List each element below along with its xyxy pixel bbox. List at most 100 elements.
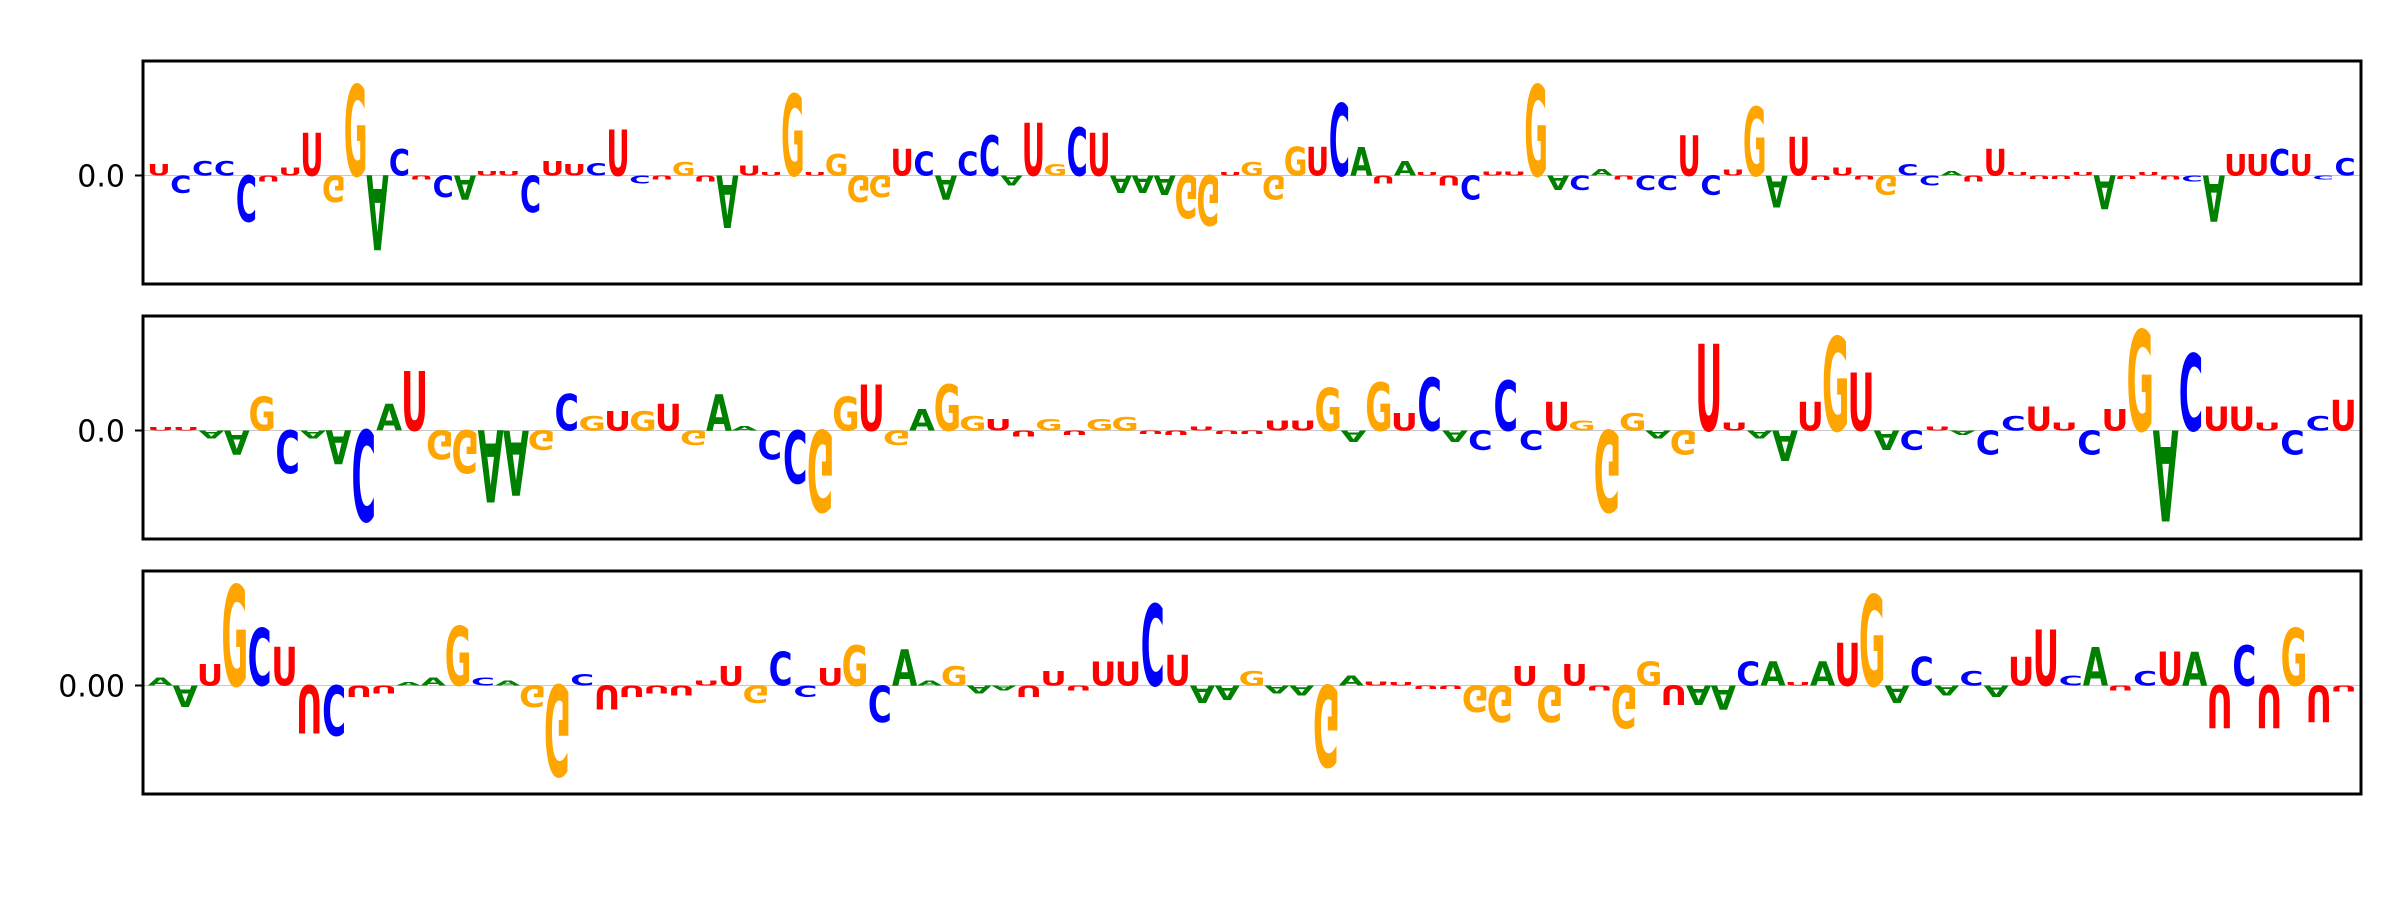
logo-position: G bbox=[1111, 414, 1138, 435]
logo-position: U bbox=[668, 682, 694, 697]
panel-frame bbox=[141, 314, 2363, 541]
logo-letter-C: C bbox=[957, 146, 978, 184]
logo-position: A bbox=[1289, 682, 1315, 697]
logo-position: U bbox=[1809, 174, 1832, 182]
logo-position: U bbox=[650, 174, 673, 180]
logo-letter-C: C bbox=[389, 141, 410, 184]
logo-letter-C: C bbox=[793, 681, 817, 699]
logo-letter-C: C bbox=[1736, 655, 1760, 693]
logo-position: U bbox=[759, 172, 782, 177]
logo-position: G bbox=[426, 421, 453, 467]
logo-position: C bbox=[2280, 423, 2304, 462]
logo-position: U bbox=[1561, 659, 1587, 693]
logo-letter-U: U bbox=[1415, 172, 1438, 177]
logo-letter-U: U bbox=[619, 681, 645, 699]
logo-letter-U: U bbox=[2290, 148, 2313, 182]
logo-letter-C: C bbox=[2001, 413, 2025, 435]
logo-position: U bbox=[410, 174, 433, 180]
logo-letter-G: G bbox=[1240, 159, 1264, 180]
logo-letter-U: U bbox=[401, 355, 428, 451]
logo-letter-U: U bbox=[2115, 174, 2138, 179]
logo-letter-U: U bbox=[147, 427, 174, 432]
logo-position: C bbox=[2179, 335, 2203, 456]
logo-letter-U: U bbox=[300, 121, 323, 190]
logo-position: U bbox=[2246, 148, 2269, 182]
logo-position: A bbox=[1884, 680, 1909, 707]
logo-letter-G: G bbox=[528, 423, 555, 454]
logo-letter-U: U bbox=[1678, 125, 1701, 189]
logo-position: A bbox=[935, 167, 957, 205]
logo-position: U bbox=[643, 683, 669, 695]
logo-position: C bbox=[1910, 648, 1934, 695]
logo-position: G bbox=[1487, 674, 1514, 732]
logo-letter-U: U bbox=[643, 683, 669, 695]
logo-position: U bbox=[1962, 174, 1985, 183]
logo-position: G bbox=[344, 61, 368, 206]
logo-letter-A: A bbox=[1394, 157, 1416, 180]
logo-position: U bbox=[2256, 671, 2282, 739]
logo-position: G bbox=[1743, 89, 1767, 199]
logo-position: C bbox=[1919, 172, 1940, 187]
logo-letter-C: C bbox=[586, 160, 607, 180]
logo-position: G bbox=[869, 168, 893, 202]
logo-position: U bbox=[1848, 359, 1875, 450]
logo-position: G bbox=[1240, 159, 1264, 180]
logo-position: A bbox=[478, 406, 504, 520]
logo-position: U bbox=[1831, 166, 1854, 178]
logo-letter-A: A bbox=[1747, 428, 1774, 440]
logo-position: G bbox=[578, 413, 605, 435]
logo-letter-U: U bbox=[1162, 429, 1189, 437]
logo-letter-U: U bbox=[668, 682, 694, 697]
logo-position: G bbox=[452, 416, 479, 485]
logo-letter-U: U bbox=[197, 659, 223, 693]
logo-letter-U: U bbox=[1612, 174, 1635, 180]
logo-position: A bbox=[376, 397, 403, 440]
logo-position: G bbox=[1611, 671, 1638, 739]
logo-letter-G: G bbox=[781, 73, 805, 203]
logo-letter-U: U bbox=[1015, 681, 1041, 699]
logo-letter-G: G bbox=[1175, 162, 1199, 231]
logo-letter-A: A bbox=[1760, 655, 1786, 693]
logo-letter-A: A bbox=[478, 406, 504, 520]
logo-position: A bbox=[2083, 637, 2108, 698]
logo-letter-U: U bbox=[278, 166, 301, 178]
logo-letter-C: C bbox=[2269, 141, 2290, 184]
logo-position: C bbox=[471, 676, 495, 688]
panel-frame bbox=[141, 569, 2363, 796]
logo-letter-G: G bbox=[934, 372, 961, 446]
logo-letter-A: A bbox=[1289, 682, 1315, 697]
logo-letter-U: U bbox=[1137, 429, 1164, 434]
logo-letter-U: U bbox=[257, 174, 280, 183]
logo-position: C bbox=[1468, 423, 1492, 454]
logo-position: G bbox=[2127, 303, 2154, 464]
logo-letter-C: C bbox=[2280, 423, 2304, 462]
logo-position: A bbox=[148, 676, 174, 688]
logo-position: C bbox=[570, 671, 594, 689]
logo-letter-G: G bbox=[249, 389, 276, 442]
logo-position: C bbox=[1976, 423, 2000, 462]
logo-letter-G: G bbox=[883, 425, 910, 447]
logo-position: C bbox=[520, 163, 541, 222]
logo-letter-A: A bbox=[1766, 165, 1789, 216]
logo-letter-G: G bbox=[1568, 418, 1595, 434]
logo-position: G bbox=[1196, 159, 1220, 239]
logo-letter-G: G bbox=[1314, 376, 1341, 445]
logo-letter-G: G bbox=[807, 403, 834, 533]
logo-letter-G: G bbox=[1670, 423, 1697, 462]
logo-position: U bbox=[1372, 173, 1395, 185]
logo-letter-G: G bbox=[1313, 658, 1340, 787]
logo-letter-A: A bbox=[1772, 421, 1798, 470]
logo-position: G bbox=[1462, 676, 1489, 718]
y-tick-label: 0.0 bbox=[77, 160, 125, 195]
logo-position: G bbox=[544, 655, 571, 801]
logo-position: U bbox=[2005, 172, 2028, 177]
logo-position: U bbox=[619, 681, 645, 699]
logo-letter-U: U bbox=[1238, 429, 1265, 434]
logo-letter-C: C bbox=[1959, 668, 1983, 691]
logo-position: G bbox=[832, 389, 859, 442]
logo-position: A bbox=[1686, 679, 1711, 709]
logo-letter-U: U bbox=[370, 683, 396, 695]
logo-position: A bbox=[495, 679, 521, 687]
logo-letter-C: C bbox=[1417, 365, 1441, 448]
logo-position: A bbox=[1190, 680, 1215, 707]
